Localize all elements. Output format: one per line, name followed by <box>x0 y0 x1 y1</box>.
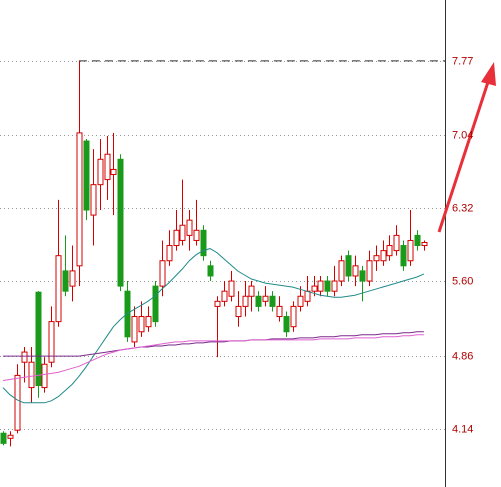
candle-body <box>117 158 124 287</box>
candle-body <box>311 285 318 292</box>
candle-body <box>366 260 373 282</box>
moving-average-line <box>2 248 425 404</box>
moving-average-line <box>3 331 424 357</box>
candle-body <box>380 250 387 262</box>
candle-body <box>228 280 235 297</box>
candle-body <box>152 285 159 323</box>
candle-body <box>400 245 407 267</box>
candle-body <box>62 270 69 292</box>
candle-body <box>421 241 428 247</box>
candle-body <box>331 280 338 292</box>
candle-body <box>159 260 166 287</box>
candle-body <box>276 305 283 318</box>
candle-body <box>200 229 207 257</box>
candle-body <box>386 245 393 257</box>
y-tick-label: 5.60 <box>452 275 473 287</box>
candle-body <box>138 316 145 333</box>
candle-body <box>193 229 200 241</box>
y-tick-label: 7.77 <box>452 55 473 67</box>
candle-body <box>317 280 324 292</box>
candle-body <box>255 295 262 307</box>
candle-body <box>0 432 7 444</box>
candle-body <box>41 363 48 389</box>
candle-body <box>338 260 345 282</box>
candle-body <box>373 255 380 262</box>
candle-body <box>124 290 131 338</box>
candle-body <box>76 132 83 267</box>
candle-body <box>7 434 14 439</box>
candle-body <box>393 234 400 252</box>
y-tick-label: 7.04 <box>452 129 473 141</box>
candle-body <box>214 300 221 307</box>
y-tick-label: 6.32 <box>452 202 473 214</box>
candle-body <box>414 234 421 247</box>
candle-body <box>297 295 304 307</box>
candle-body <box>352 265 359 277</box>
candle-body <box>304 290 311 302</box>
candle-body <box>35 291 42 387</box>
candle-body <box>283 316 290 333</box>
candle-body <box>48 321 55 363</box>
candle-body <box>69 270 76 287</box>
candle-body <box>21 351 28 363</box>
moving-average-line <box>2 334 424 381</box>
candle-body <box>407 239 414 262</box>
candle-body <box>179 224 186 241</box>
candle-body <box>235 305 242 318</box>
y-tick-label: 4.86 <box>452 350 473 362</box>
candle-body <box>324 280 331 292</box>
candle-body <box>14 374 21 431</box>
candle-body <box>83 140 90 211</box>
candle-body <box>90 184 97 216</box>
y-tick-label: 4.14 <box>452 423 473 435</box>
candle-body <box>248 285 255 297</box>
candle-body <box>131 316 138 343</box>
candle-body <box>28 361 35 389</box>
candle-body <box>269 295 276 307</box>
candle-body <box>290 305 297 328</box>
candle-body <box>242 295 249 307</box>
candle-body <box>166 245 173 262</box>
candle-body <box>110 168 117 176</box>
candle-body <box>186 219 193 236</box>
candle-body <box>55 255 62 323</box>
trend-arrow <box>437 62 496 233</box>
candle-body <box>221 290 228 302</box>
candle-body <box>345 255 352 277</box>
candle-body <box>262 295 269 302</box>
candle-body <box>359 270 366 282</box>
candle-body <box>97 158 104 186</box>
candle-body <box>173 229 180 247</box>
candle-body <box>207 265 214 277</box>
candle-body <box>145 316 152 328</box>
candle-body <box>104 153 111 181</box>
